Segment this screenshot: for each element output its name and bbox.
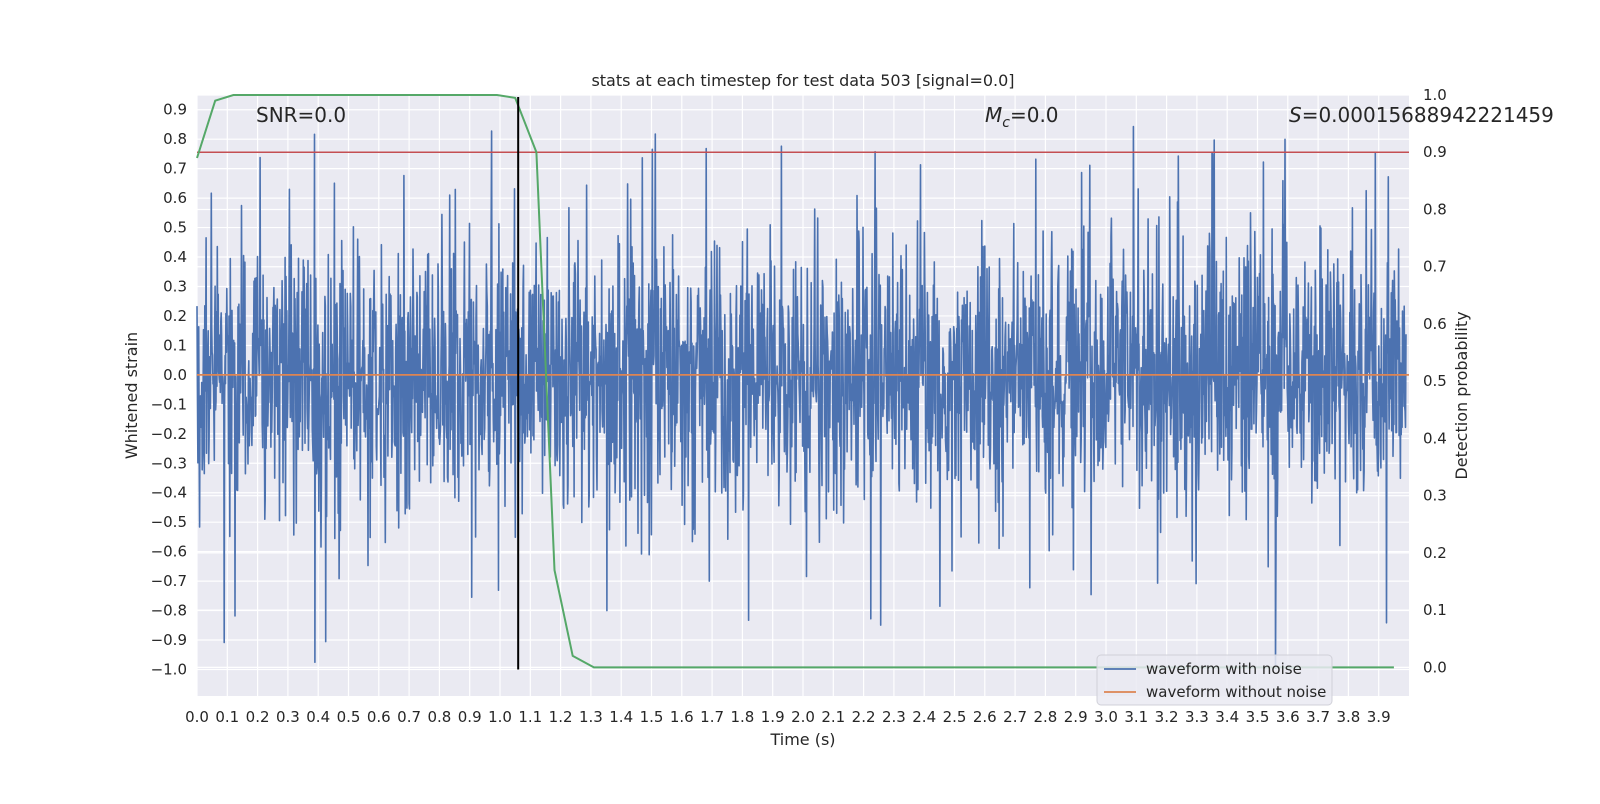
- legend: waveform with noise waveform without noi…: [1096, 654, 1333, 706]
- x-tick-label: 2.3: [882, 708, 906, 726]
- y-right-tick-label: 0.5: [1423, 372, 1447, 390]
- s-annotation: S=0.00015688942221459: [1289, 103, 1554, 127]
- x-tick-label: 1.9: [761, 708, 785, 726]
- y-tick-label: −1.0: [151, 660, 187, 678]
- x-tick-label: 0.3: [276, 708, 300, 726]
- y-right-tick-label: 0.4: [1423, 429, 1447, 447]
- x-tick-label: 3.7: [1306, 708, 1330, 726]
- y-right-tick-label: 0.9: [1423, 143, 1447, 161]
- x-axis-label: Time (s): [769, 730, 835, 749]
- snr-annotation: SNR=0.0: [256, 103, 346, 127]
- mc-subscript: c: [1002, 115, 1010, 131]
- y-tick-label: −0.1: [151, 395, 187, 413]
- x-tick-label: 3.8: [1336, 708, 1360, 726]
- x-tick-label: 3.9: [1367, 708, 1391, 726]
- y-tick-label: −0.9: [151, 631, 187, 649]
- y-tick-label: 0.2: [163, 307, 187, 325]
- y-tick-label: 0.3: [163, 277, 187, 295]
- x-tick-label: 1.0: [488, 708, 512, 726]
- x-tick-label: 0.4: [306, 708, 330, 726]
- x-tick-label: 2.0: [791, 708, 815, 726]
- x-tick-label: 3.3: [1185, 708, 1209, 726]
- y-tick-label: −0.5: [151, 513, 187, 531]
- chirp-mass-annotation: Mc=0.0: [985, 103, 1059, 131]
- y-right-tick-label: 1.0: [1423, 86, 1447, 104]
- x-tick-label: 0.6: [367, 708, 391, 726]
- x-tick-label: 0.7: [397, 708, 421, 726]
- y-tick-label: −0.6: [151, 543, 187, 561]
- series-waveform-with-noise: [196, 125, 1407, 670]
- legend-label-waveform-with-noise: waveform with noise: [1146, 660, 1302, 678]
- y-tick-label: 0.1: [163, 336, 187, 354]
- x-tick-label: 0.9: [458, 708, 482, 726]
- y-tick-label: −0.7: [151, 572, 187, 590]
- x-axis-ticks: 0.0 0.1 0.2 0.3 0.4 0.5 0.6 0.7 0.8 0.9 1.0 1.1 1.2 1…: [185, 708, 1391, 726]
- x-tick-label: 1.8: [730, 708, 754, 726]
- x-tick-label: 2.2: [852, 708, 876, 726]
- y-axis-ticks: 0.9 0.8 0.7 0.6 0.5 0.4 0.3 0.2 0.1 0.0 −0.1 −0.2 −0…: [151, 101, 187, 679]
- y-right-tick-label: 0.6: [1423, 315, 1447, 333]
- y-tick-label: 0.8: [163, 130, 187, 148]
- s-value: =0.00015688942221459: [1302, 103, 1554, 127]
- x-tick-label: 1.7: [700, 708, 724, 726]
- x-tick-label: 1.4: [609, 708, 633, 726]
- x-tick-label: 1.1: [518, 708, 542, 726]
- series-detection-probability: [196, 94, 1394, 669]
- y-tick-label: −0.4: [151, 484, 187, 502]
- y-tick-label: 0.7: [163, 160, 187, 178]
- y-axis-right-ticks: 1.0 0.9 0.8 0.7 0.6 0.5 0.4 0.3 0.2 0.1 0.0: [1423, 86, 1447, 676]
- x-tick-label: 3.6: [1276, 708, 1300, 726]
- y-right-tick-label: 0.7: [1423, 258, 1447, 276]
- mc-symbol: M: [985, 103, 1002, 127]
- y-axis-label: Whitened strain: [122, 332, 141, 459]
- x-tick-label: 2.5: [943, 708, 967, 726]
- y-right-tick-label: 0.0: [1423, 658, 1447, 676]
- x-tick-label: 0.2: [246, 708, 270, 726]
- x-tick-label: 3.1: [1124, 708, 1148, 726]
- y-tick-label: −0.2: [151, 425, 187, 443]
- y-right-tick-label: 0.3: [1423, 487, 1447, 505]
- y-tick-label: 0.9: [163, 101, 187, 119]
- y-tick-label: 0.4: [163, 248, 187, 266]
- x-tick-label: 1.5: [640, 708, 664, 726]
- y-tick-label: −0.3: [151, 454, 187, 472]
- x-tick-label: 2.7: [1003, 708, 1027, 726]
- x-tick-label: 0.1: [215, 708, 239, 726]
- x-tick-label: 3.2: [1155, 708, 1179, 726]
- x-tick-label: 2.6: [973, 708, 997, 726]
- y-tick-label: 0.6: [163, 189, 187, 207]
- mc-value: =0.0: [1010, 103, 1059, 127]
- y-right-tick-label: 0.2: [1423, 544, 1447, 562]
- y-tick-label: 0.0: [163, 366, 187, 384]
- chart-title: stats at each timestep for test data 503…: [591, 71, 1014, 90]
- y-tick-label: 0.5: [163, 219, 187, 237]
- x-tick-label: 2.9: [1064, 708, 1088, 726]
- y-right-tick-label: 0.1: [1423, 601, 1447, 619]
- x-tick-label: 0.0: [185, 708, 209, 726]
- x-tick-label: 3.4: [1215, 708, 1239, 726]
- y-tick-label: −0.8: [151, 602, 187, 620]
- y-right-tick-label: 0.8: [1423, 200, 1447, 218]
- x-tick-label: 1.2: [549, 708, 573, 726]
- s-symbol: S: [1289, 103, 1302, 127]
- x-tick-label: 2.8: [1033, 708, 1057, 726]
- x-tick-label: 2.1: [821, 708, 845, 726]
- x-tick-label: 0.8: [427, 708, 451, 726]
- x-tick-label: 3.5: [1246, 708, 1270, 726]
- x-tick-label: 3.0: [1094, 708, 1118, 726]
- y-axis-right-label: Detection probability: [1452, 311, 1471, 479]
- x-tick-label: 0.5: [337, 708, 361, 726]
- x-tick-label: 1.3: [579, 708, 603, 726]
- legend-label-waveform-without-noise: waveform without noise: [1146, 683, 1326, 701]
- x-tick-label: 1.6: [670, 708, 694, 726]
- legend-box: [1096, 654, 1333, 706]
- x-tick-label: 2.4: [912, 708, 936, 726]
